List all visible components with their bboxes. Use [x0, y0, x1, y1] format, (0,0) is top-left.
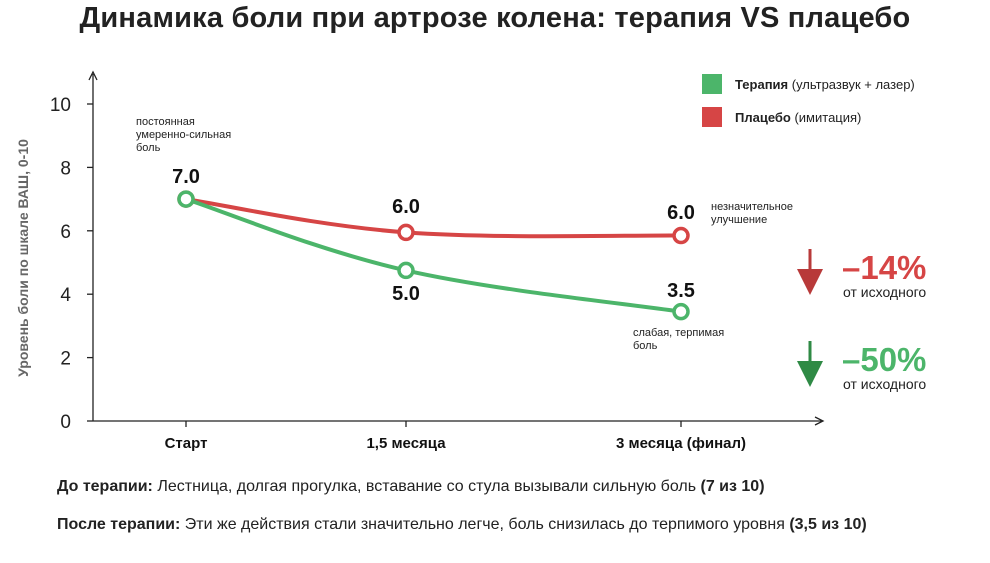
placebo-point [397, 223, 415, 242]
therapy-value-label: 5.0 [392, 283, 420, 305]
summary-caption: от исходного [843, 376, 926, 392]
series-line-therapy [184, 197, 683, 314]
x-axis-arrow [814, 416, 825, 426]
footer-before-value: (7 из 10) [700, 478, 765, 495]
therapy-point [177, 190, 195, 208]
footer-before: До терапии: Лестница, долгая прогулка, в… [57, 477, 977, 496]
legend-swatch [702, 74, 722, 94]
y-axis-arrow [88, 70, 98, 81]
y-tick-label: 4 [60, 285, 71, 306]
summary-arrow-head [797, 269, 823, 295]
start-note: постоянная [136, 116, 195, 128]
legend-series-note: (имитация) [791, 110, 862, 125]
therapy-point [397, 261, 415, 280]
legend-swatch [702, 107, 722, 127]
footer-after-label: После терапии: [57, 516, 181, 533]
footer-after-text: Эти же действия стали значительно легче,… [180, 516, 790, 533]
legend-series-note: (ультразвук + лазер) [788, 77, 915, 92]
footer-before-label: До терапии: [57, 478, 153, 495]
y-tick-label: 0 [60, 412, 71, 433]
summary-caption: от исходного [843, 284, 926, 300]
legend-series-name: Терапия [735, 77, 788, 92]
y-tick-label: 10 [50, 95, 71, 116]
summary-percent: –14% [842, 249, 926, 286]
start-note: умеренно-сильная [136, 129, 231, 141]
therapy-note: боль [633, 340, 658, 352]
x-tick-label: 1,5 месяца [366, 435, 446, 452]
summary-arrow-head [797, 361, 823, 387]
y-tick-label: 2 [60, 349, 71, 370]
therapy-note: слабая, терпимая [633, 327, 724, 339]
start-note: боль [136, 142, 161, 154]
placebo-point [672, 226, 690, 245]
legend-series-name: Плацебо [735, 110, 791, 125]
footer-after-value: (3,5 из 10) [789, 516, 867, 533]
legend-entry: Плацебо (имитация) [735, 110, 861, 125]
series-line-placebo [184, 197, 683, 239]
chart-title: Динамика боли при артрозе колена: терапи… [79, 2, 911, 34]
placebo-value-label: 6.0 [392, 196, 420, 218]
y-tick-label: 6 [60, 222, 71, 243]
y-axis-label: Уровень боли по шкале ВАШ, 0-10 [15, 139, 31, 377]
pain-chart: 0 2 4 6 8 10 Старт 1,5 месяца 3 месяца (финал) Ур… [15, 70, 926, 452]
y-tick-label: 8 [60, 158, 71, 179]
footer-after: После терапии: Эти же действия стали зна… [57, 515, 977, 534]
legend-entry: Терапия (ультразвук + лазер) [735, 77, 915, 92]
therapy-value-label: 3.5 [667, 280, 695, 302]
x-tick-label: Старт [165, 435, 208, 452]
x-tick-label: 3 месяца (финал) [616, 435, 746, 452]
placebo-note: улучшение [711, 214, 767, 226]
therapy-point [672, 302, 690, 321]
therapy-value-label: 7.0 [172, 166, 200, 188]
footer-before-text: Лестница, долгая прогулка, вставание со … [152, 478, 701, 495]
summary-percent: –50% [842, 341, 926, 378]
placebo-value-label: 6.0 [667, 202, 695, 224]
placebo-note: незначительное [711, 201, 793, 213]
